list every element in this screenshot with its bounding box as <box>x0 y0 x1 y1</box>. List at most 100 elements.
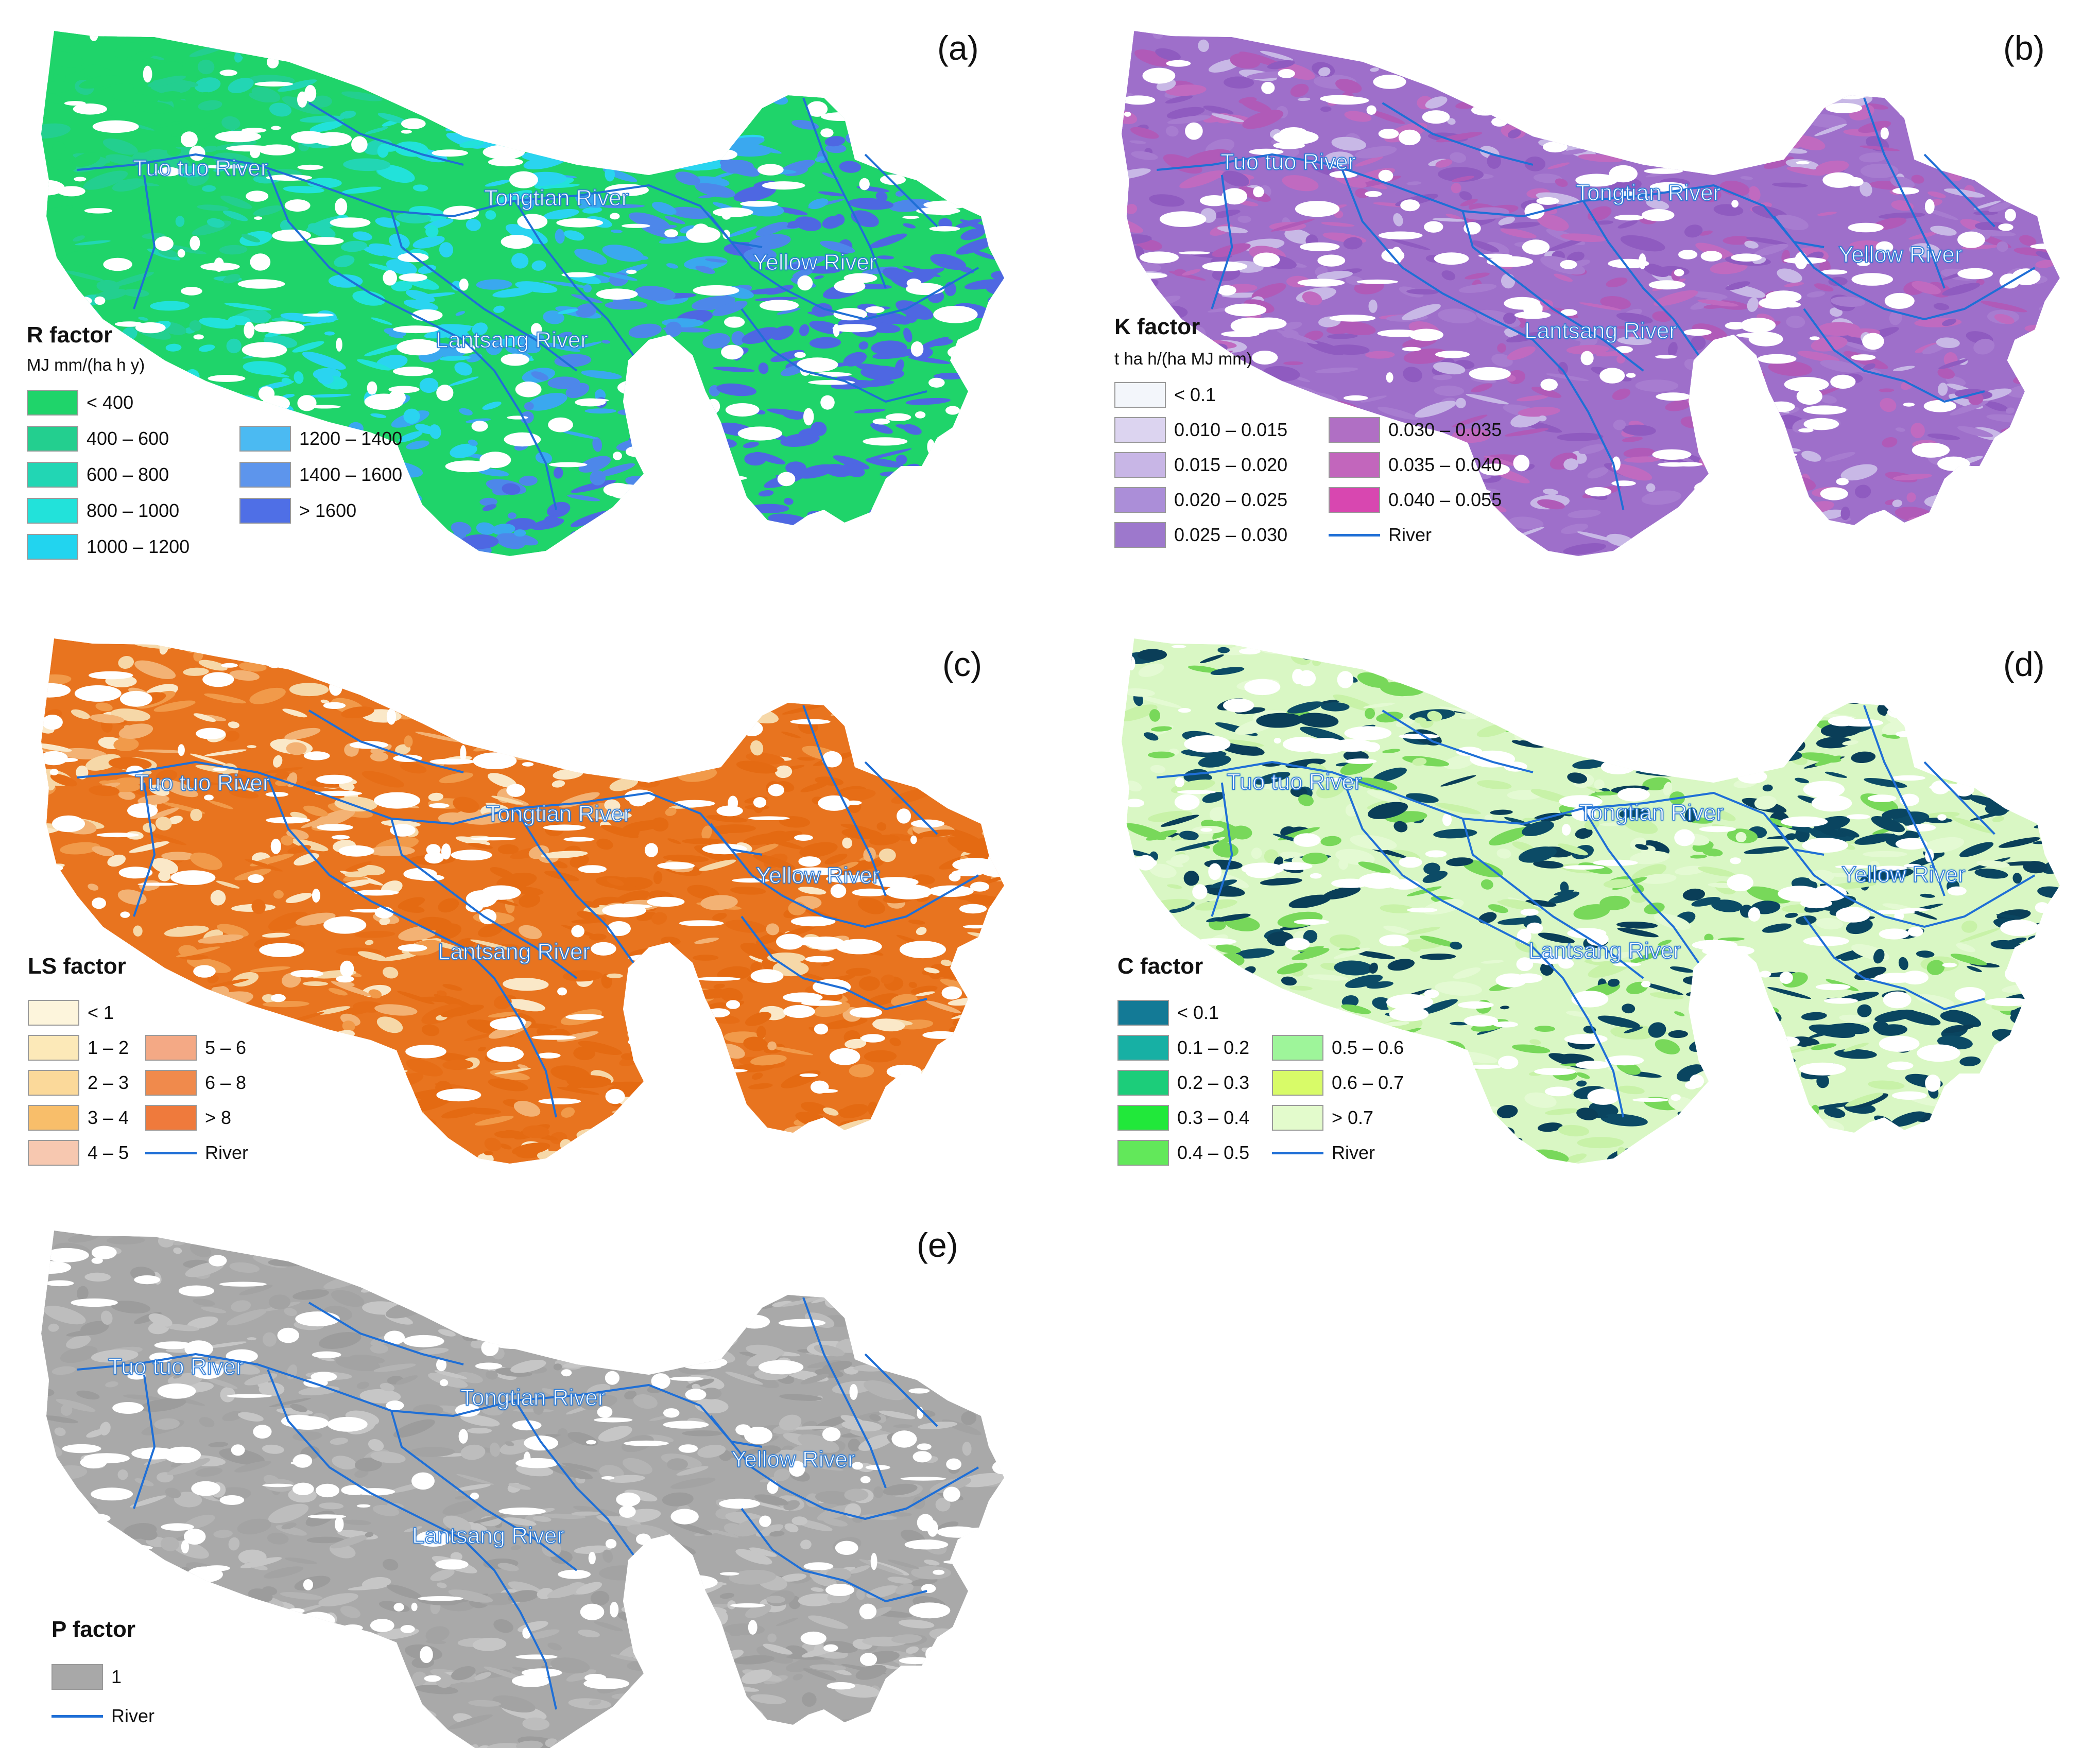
map-patch <box>1974 868 2008 879</box>
no-data-patch <box>1692 940 1737 950</box>
no-data-patch <box>605 1088 625 1104</box>
no-data-patch <box>1912 442 1950 458</box>
map-patch <box>814 275 824 280</box>
panel-label: (c) <box>942 645 982 683</box>
map-patch <box>1175 840 1219 852</box>
map-patch <box>1300 506 1331 516</box>
map-patch <box>1942 57 1960 69</box>
map-patch <box>2020 358 2056 369</box>
no-data-patch <box>167 1003 176 1012</box>
map-patch <box>2012 743 2047 759</box>
map-patch <box>2024 1026 2040 1037</box>
no-data-patch <box>1995 700 2026 708</box>
no-data-patch <box>1345 758 1377 765</box>
map-patch <box>83 64 105 77</box>
map-patch <box>1843 1043 1869 1052</box>
no-data-patch <box>2042 336 2054 349</box>
map-patch <box>622 57 642 70</box>
map-patch <box>412 184 428 192</box>
map-patch <box>237 1518 271 1535</box>
no-data-patch <box>798 856 821 867</box>
map-patch <box>664 391 681 396</box>
legend-label: 5 – 6 <box>205 1037 247 1058</box>
no-data-patch <box>578 865 607 873</box>
map-patch <box>1786 316 1805 328</box>
map-patch <box>1560 233 1606 243</box>
map-patch <box>1797 351 1840 362</box>
map-patch <box>1701 114 1724 128</box>
map-patch <box>695 266 715 274</box>
map-patch <box>1774 86 1803 94</box>
map-patch <box>1595 85 1617 93</box>
map-patch <box>56 1399 96 1412</box>
map-patch <box>842 103 852 117</box>
map-patch <box>1906 492 1916 503</box>
map-patch <box>1171 854 1190 864</box>
no-data-patch <box>316 774 353 785</box>
map-patch <box>378 42 408 53</box>
map-patch <box>1997 71 2035 90</box>
no-data-patch <box>272 229 311 242</box>
no-data-patch <box>928 377 945 388</box>
map-patch <box>1362 51 1372 57</box>
no-data-patch <box>605 662 633 672</box>
no-data-patch <box>202 672 234 687</box>
map-patch <box>1559 693 1597 703</box>
no-data-patch <box>1425 850 1447 858</box>
map-patch <box>228 78 254 94</box>
map-patch <box>1443 755 1475 770</box>
map-patch <box>1132 984 1168 994</box>
map-patch <box>2045 1111 2060 1127</box>
river-line <box>1157 761 1824 856</box>
map-patch <box>1883 70 1893 77</box>
legend-item: 1000 – 1200 <box>27 533 190 561</box>
no-data-patch <box>1221 331 1260 337</box>
no-data-patch <box>910 835 917 844</box>
map-patch <box>1450 1022 1468 1026</box>
map-patch <box>1524 156 1546 171</box>
map-patch <box>700 55 746 64</box>
map-patch <box>748 1083 773 1089</box>
no-data-patch <box>933 305 978 323</box>
no-data-patch <box>794 352 806 358</box>
map-patch <box>1373 767 1407 782</box>
no-data-patch <box>734 645 766 656</box>
map-patch <box>727 81 769 98</box>
no-data-patch <box>664 229 678 237</box>
map-patch <box>523 648 554 659</box>
no-data-patch <box>1866 691 1909 697</box>
no-data-patch <box>374 792 421 809</box>
no-data-patch <box>1386 372 1393 383</box>
map-patch <box>539 718 578 731</box>
no-data-patch <box>530 323 542 336</box>
map-patch <box>1841 341 1877 353</box>
map-patch <box>670 1477 716 1489</box>
map-patch <box>370 752 389 761</box>
map-patch <box>668 32 712 38</box>
map-patch <box>449 376 479 386</box>
map-patch <box>1125 204 1138 214</box>
map-patch <box>1451 183 1461 194</box>
map-patch <box>1558 714 1571 719</box>
map-patch <box>1335 321 1376 336</box>
map-patch <box>263 1566 304 1579</box>
map-patch <box>355 42 383 48</box>
map-patch <box>276 1151 311 1164</box>
map-patch <box>1500 87 1544 97</box>
map-patch <box>1482 543 1518 556</box>
map-patch <box>439 693 473 705</box>
map-patch <box>777 1745 825 1748</box>
map-patch <box>988 776 1004 791</box>
map-patch <box>1808 870 1834 883</box>
map-patch <box>260 638 283 643</box>
map-patch <box>1746 145 1763 151</box>
no-data-patch <box>806 101 828 117</box>
map-patch <box>678 99 699 111</box>
no-data-patch <box>120 911 130 918</box>
river-line <box>267 169 557 510</box>
map-patch <box>383 1559 399 1571</box>
map-patch <box>609 76 640 90</box>
map-patch <box>1555 178 1568 187</box>
map-patch <box>1569 731 1578 745</box>
map-patch <box>1690 854 1708 859</box>
